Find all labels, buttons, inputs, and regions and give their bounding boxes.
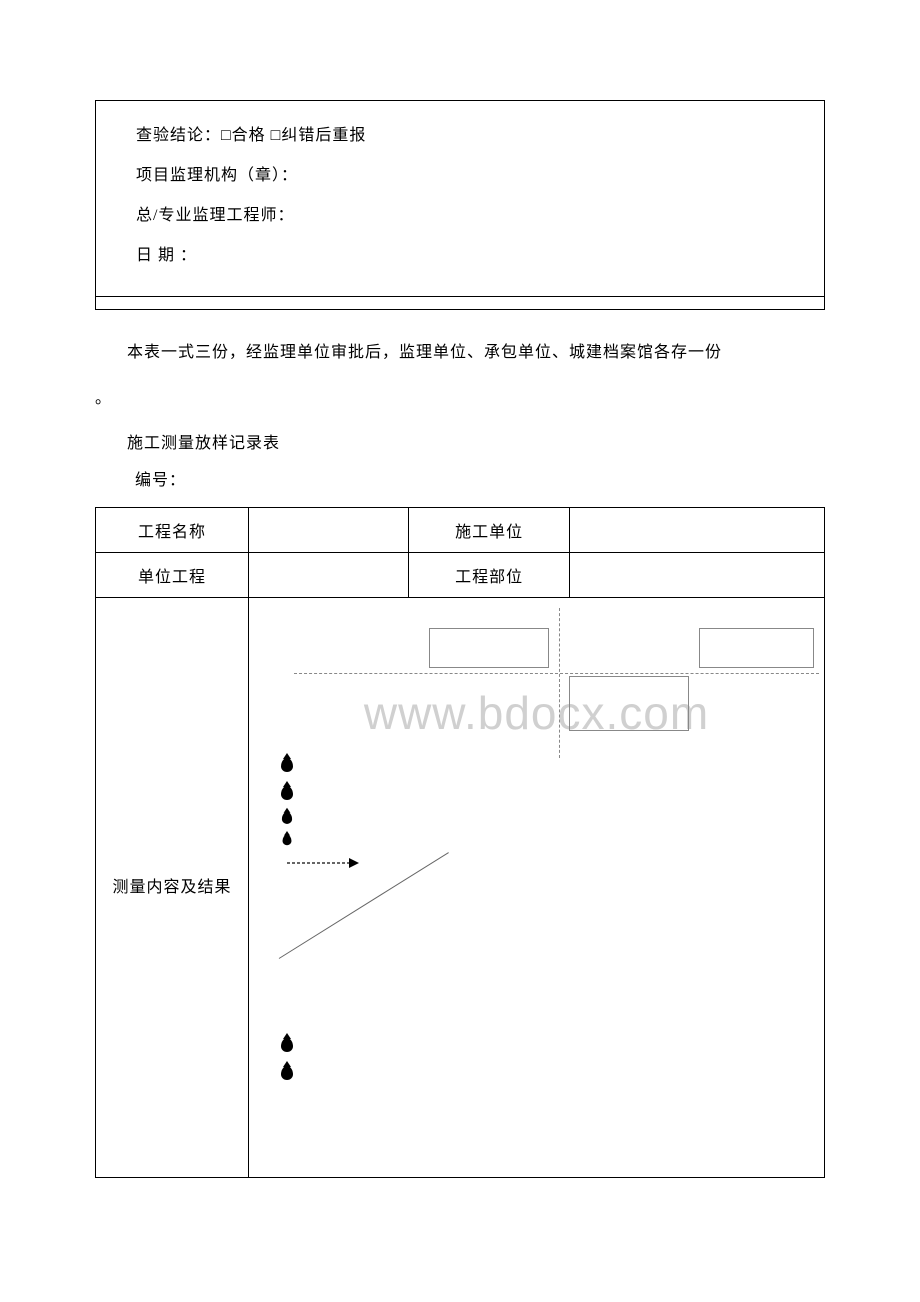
rect-shape (699, 628, 814, 668)
diagram-area: www.bdocx.com (249, 598, 824, 1177)
conclusion-line: 查验结论：□合格 □纠错后重报 (136, 116, 784, 156)
approval-content: 查验结论：□合格 □纠错后重报 项目监理机构（章）： 总/专业监理工程师： 日 … (96, 101, 824, 297)
measurement-label-cell: 测量内容及结果 (96, 598, 249, 1178)
project-name-value (249, 508, 409, 553)
record-title: 施工测量放样记录表 (95, 426, 825, 463)
approval-box: 查验结论：□合格 □纠错后重报 项目监理机构（章）： 总/专业监理工程师： 日 … (95, 100, 825, 310)
dashed-horizontal-line (294, 673, 819, 674)
number-label: 编号： (95, 463, 825, 500)
drop-icon (281, 1066, 293, 1080)
drop-icon (283, 835, 292, 846)
project-part-label: 工程部位 (409, 553, 569, 598)
record-table: 工程名称 施工单位 单位工程 工程部位 测量内容及结果 www.bdocx.co… (95, 507, 825, 1178)
measurement-label: 测量内容及结果 (96, 876, 248, 900)
org-line: 项目监理机构（章）： (136, 156, 784, 196)
arrow-head-icon (349, 858, 359, 868)
diagram-cell: www.bdocx.com (249, 598, 825, 1178)
table-row: 工程名称 施工单位 (96, 508, 825, 553)
drop-icon (282, 812, 292, 824)
distribution-note: 本表一式三份，经监理单位审批后，监理单位、承包单位、城建档案馆各存一份 (95, 335, 825, 372)
table-row: 单位工程 工程部位 (96, 553, 825, 598)
drop-icon (281, 1038, 293, 1052)
construction-unit-label: 施工单位 (409, 508, 569, 553)
unit-project-value (249, 553, 409, 598)
construction-unit-value (569, 508, 824, 553)
unit-project-label: 单位工程 (96, 553, 249, 598)
rect-shape (569, 676, 689, 731)
date-line: 日 期 ： (136, 236, 784, 276)
diagonal-line (279, 852, 449, 959)
drop-icon (281, 758, 293, 772)
box-spacer (96, 297, 824, 309)
dashed-arrow-line (287, 862, 352, 864)
project-name-label: 工程名称 (96, 508, 249, 553)
engineer-line: 总/专业监理工程师： (136, 196, 784, 236)
note-period: 。 (95, 387, 825, 411)
project-part-value (569, 553, 824, 598)
drop-icon (281, 786, 293, 800)
rect-shape (429, 628, 549, 668)
dashed-vertical-line (559, 608, 560, 758)
table-row: 测量内容及结果 www.bdocx.com (96, 598, 825, 1178)
